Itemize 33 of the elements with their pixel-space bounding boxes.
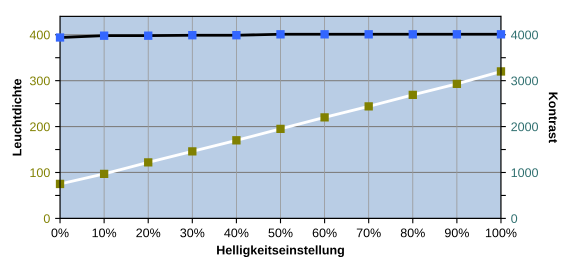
x-axis-title: Helligkeitseinstellung <box>217 245 344 258</box>
point <box>188 147 196 156</box>
point <box>144 158 152 167</box>
y2-tick-label: 1000 <box>512 168 538 178</box>
point <box>276 124 285 134</box>
y-axis-title: Leuchtdichte <box>12 78 22 156</box>
y2-tick-label: 3000 <box>511 76 538 86</box>
y-tick-label: 0 <box>44 214 50 224</box>
point <box>320 113 329 122</box>
x-tick-label: 60% <box>312 228 337 238</box>
y2-axis-title: Kontrast <box>548 92 558 143</box>
y2-tick-label: 2000 <box>511 122 538 132</box>
x-tick-label: 50% <box>268 228 293 238</box>
point <box>408 90 417 100</box>
x-tick-label: 30% <box>180 228 204 238</box>
x-tick-label: 70% <box>356 228 381 238</box>
x-tick-label: 10% <box>92 228 116 238</box>
point <box>100 170 108 178</box>
x-tick-label: 90% <box>444 228 469 238</box>
x-tick-label: 80% <box>400 228 425 238</box>
y-tick-label: 200 <box>30 122 50 132</box>
point <box>452 80 462 88</box>
y2-tick-label: 0 <box>511 214 518 224</box>
point <box>232 136 241 145</box>
y-tick-label: 400 <box>30 30 50 40</box>
x-tick-label: 40% <box>224 228 248 238</box>
x-tick-label: 20% <box>136 228 160 238</box>
y-tick-label: 100 <box>30 168 50 178</box>
point <box>364 102 373 111</box>
x-tick-label: 0% <box>51 228 69 238</box>
y2-tick-label: 4000 <box>510 30 538 40</box>
y-tick-label: 300 <box>30 76 50 86</box>
x-tick-label: 100% <box>486 228 517 238</box>
